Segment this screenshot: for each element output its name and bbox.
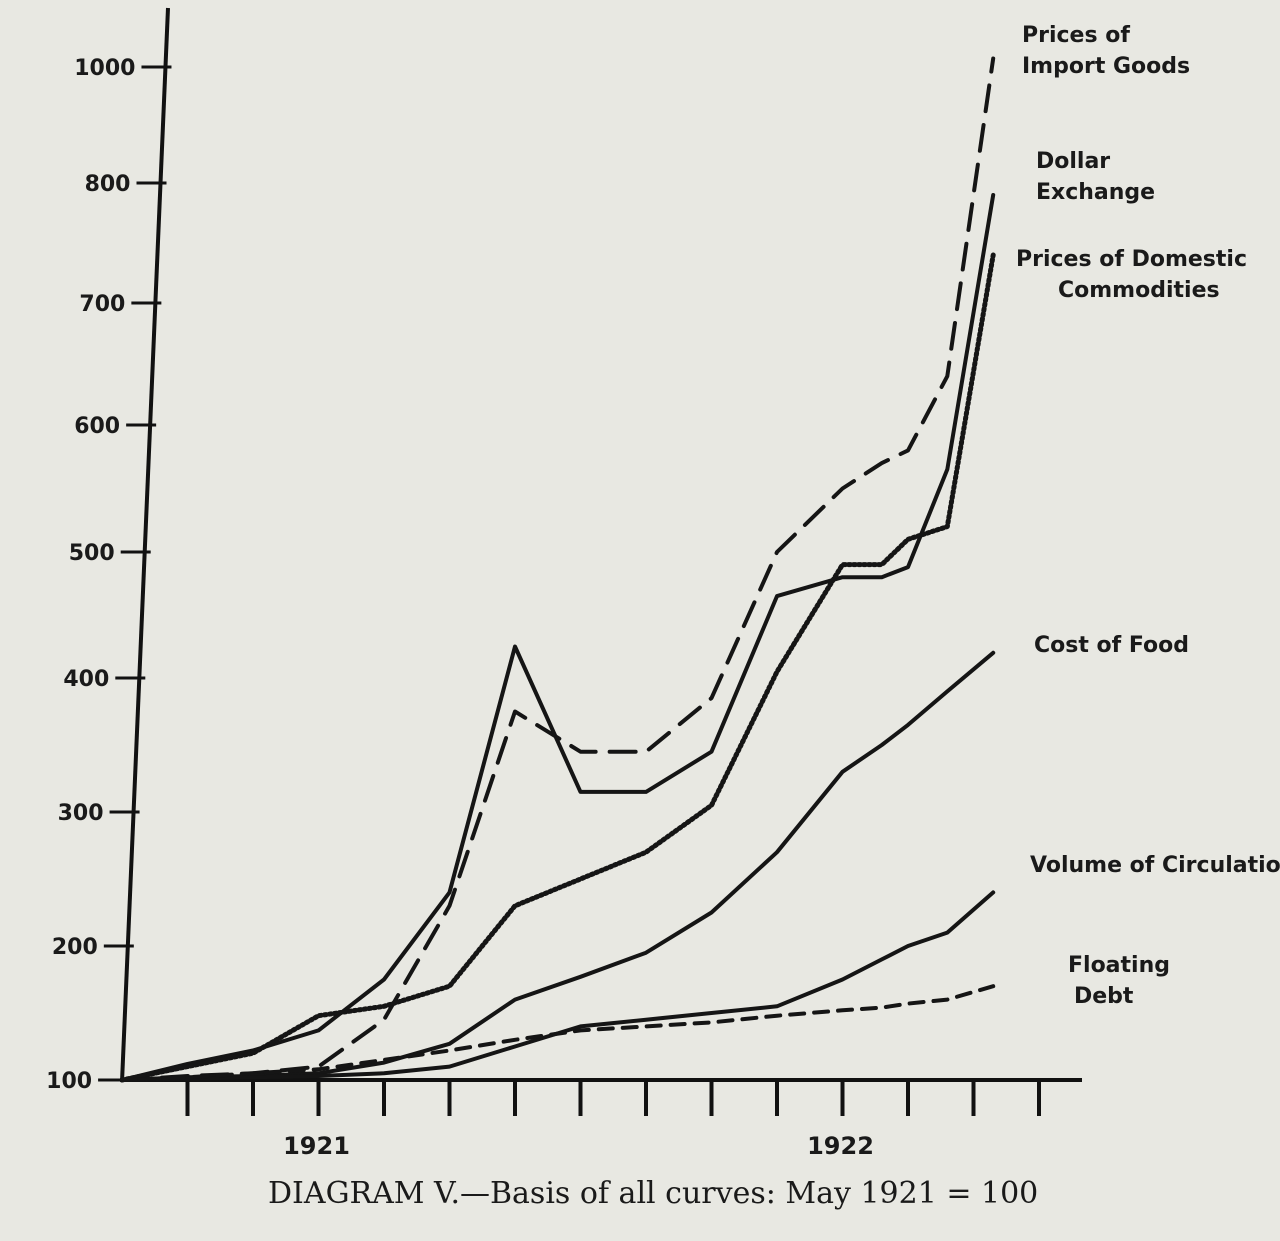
chart-caption: DIAGRAM V.—Basis of all curves: May 1921… — [268, 1176, 1038, 1211]
y-tick-label: 700 — [79, 292, 125, 317]
axes: 100 200 300 400 500 600 700 800 1000 1921 1922 — [46, 7, 1082, 1160]
y-axis — [120, 7, 170, 1083]
series-line-dollar-exchange — [120, 193, 996, 1082]
y-tick-label: 400 — [63, 667, 109, 692]
y-tick-label: 800 — [85, 172, 131, 197]
y-tick-label: 100 — [46, 1069, 92, 1094]
series-label-domestic-commodities: Prices of Domestic Commodities — [1016, 247, 1247, 303]
y-tick-label: 1000 — [74, 56, 135, 81]
series-line-import-goods — [120, 56, 996, 1082]
y-tick-label: 200 — [52, 935, 98, 960]
series-label-volume-of-circulation: Volume of Circulation — [1030, 853, 1280, 878]
x-tick-label: 1922 — [807, 1132, 874, 1160]
series-label-import-goods: Prices of Import Goods — [1022, 23, 1190, 79]
series-line-floating-debt — [120, 984, 996, 1082]
series-label-dollar-exchange: Dollar Exchange — [1036, 149, 1155, 205]
series-labels: Prices of Import Goods Dollar Exchange Price… — [1016, 23, 1280, 1009]
series-line-domestic-commodities — [119, 252, 996, 1083]
series-lines — [119, 56, 996, 1083]
series-label-cost-of-food: Cost of Food — [1034, 633, 1189, 658]
y-tick-label: 500 — [69, 541, 115, 566]
y-tick-label: 300 — [58, 801, 104, 826]
x-tick-label: 1921 — [283, 1132, 350, 1160]
series-line-volume-of-circulation — [120, 890, 996, 1082]
series-label-floating-debt: Floating Debt — [1068, 953, 1170, 1009]
y-tick-label: 600 — [74, 414, 120, 439]
series-line-cost-of-food — [120, 650, 996, 1082]
